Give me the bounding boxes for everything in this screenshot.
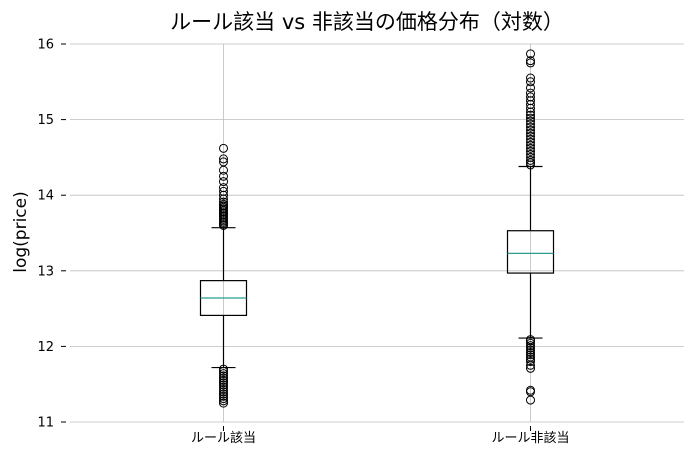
y-tick-label: 15 [37,113,54,128]
y-tick-label: 16 [37,38,54,53]
outlier-point [219,369,228,379]
x-tick-label: ルール非該当 [491,430,569,446]
outlier-point [219,154,228,164]
outlier-point [219,366,228,376]
outlier-point [526,140,535,150]
outlier-point [526,350,535,360]
outlier-point [219,186,228,196]
outlier-point [219,171,228,181]
y-axis-label: log(price) [11,191,31,273]
outlier-point [219,384,228,394]
outlier-point [526,73,535,83]
outlier-point [526,363,535,373]
outlier-point [526,134,535,144]
axis-layer: 11 12 13 14 15 16 ルール該当 ルール非該当 [37,38,569,447]
outlier-point [526,143,535,153]
outlier-point [526,146,535,156]
chart-title: ルール該当 vs 非該当の価格分布（対数） [170,10,564,34]
outlier-point [219,157,228,167]
outlier-point [219,394,228,404]
x-tick-label: ルール該当 [191,430,256,446]
y-tick-label: 13 [37,264,54,279]
outlier-point [219,197,228,207]
box-group [199,143,248,408]
outlier-point [526,122,535,132]
grid-layer [70,43,684,423]
outlier-point [219,387,228,397]
outlier-point [526,131,535,141]
y-tick-label: 11 [37,416,54,431]
outlier-point [526,345,535,355]
y-tick-label: 14 [37,189,54,204]
outlier-point [219,371,228,381]
outlier-point [526,56,535,66]
outlier-point [219,380,228,390]
outlier-point [526,357,535,367]
outlier-point [526,149,535,159]
outlier-point [526,88,535,98]
outlier-point [219,373,228,383]
outlier-point [219,389,228,399]
outlier-point [526,335,535,345]
outlier-point [526,338,535,348]
box-layer [199,49,555,408]
outlier-point [526,119,535,129]
outlier-point [219,183,228,193]
outlier-point [526,92,535,102]
outlier-point [219,378,228,388]
outlier-point [219,391,228,401]
outlier-point [526,137,535,147]
outlier-point [526,385,535,395]
outlier-point [219,382,228,392]
outlier-point [219,199,228,209]
outlier-point [219,398,228,408]
outlier-point [526,83,535,93]
outlier-point [526,49,535,59]
outlier-point [526,347,535,357]
outlier-point [526,352,535,362]
box-group [506,49,555,405]
outlier-point [526,125,535,135]
outlier-point [219,177,228,187]
y-tick-label: 12 [37,340,54,355]
outlier-point [526,354,535,364]
outlier-point [526,58,535,68]
outlier-point [526,110,535,120]
outlier-point [526,152,535,162]
outlier-point [526,128,535,138]
iqr-box [506,230,555,274]
outlier-point [526,113,535,123]
outlier-point [219,375,228,385]
outlier-point [219,364,228,374]
outlier-point [219,396,228,406]
outlier-point [526,341,535,351]
outlier-point [526,116,535,126]
outlier-point [219,143,228,153]
outlier-point [526,77,535,87]
outlier-point [526,155,535,165]
